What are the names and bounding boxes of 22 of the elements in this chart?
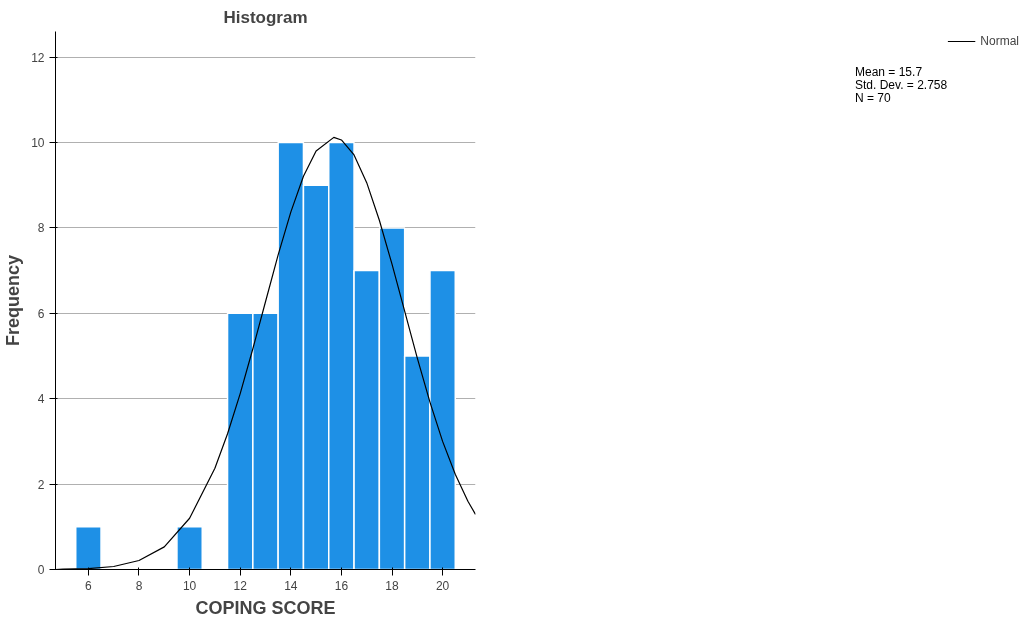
y-tick-label: 12 [31,50,45,65]
y-tick-label: 6 [37,306,45,321]
x-axis-title: COPING SCORE [195,597,336,618]
x-tick-label: 6 [85,578,93,593]
x-tick-label: 20 [435,578,450,593]
y-tick-label: 2 [37,477,45,492]
x-tick-label: 8 [135,578,143,593]
chart-title: Histogram [223,7,308,27]
text: N = 70 [855,91,891,105]
y-tick-label: 4 [37,392,45,407]
y-tick-label: 8 [37,221,45,236]
legend-label: Normal [980,34,1019,48]
text: Std. Dev. = 2.758 [855,78,948,92]
x-tick-label: 16 [334,578,349,593]
x-tick-label: 18 [385,578,400,593]
y-tick-label: 10 [31,136,45,151]
y-axis-title: Frequency [3,254,24,347]
y-tick-label: 0 [37,563,45,577]
x-tick-label: 10 [182,578,197,593]
text: Mean = 15.7 [855,65,923,79]
x-tick-label: 14 [284,578,298,593]
x-tick-label: 12 [233,578,248,593]
